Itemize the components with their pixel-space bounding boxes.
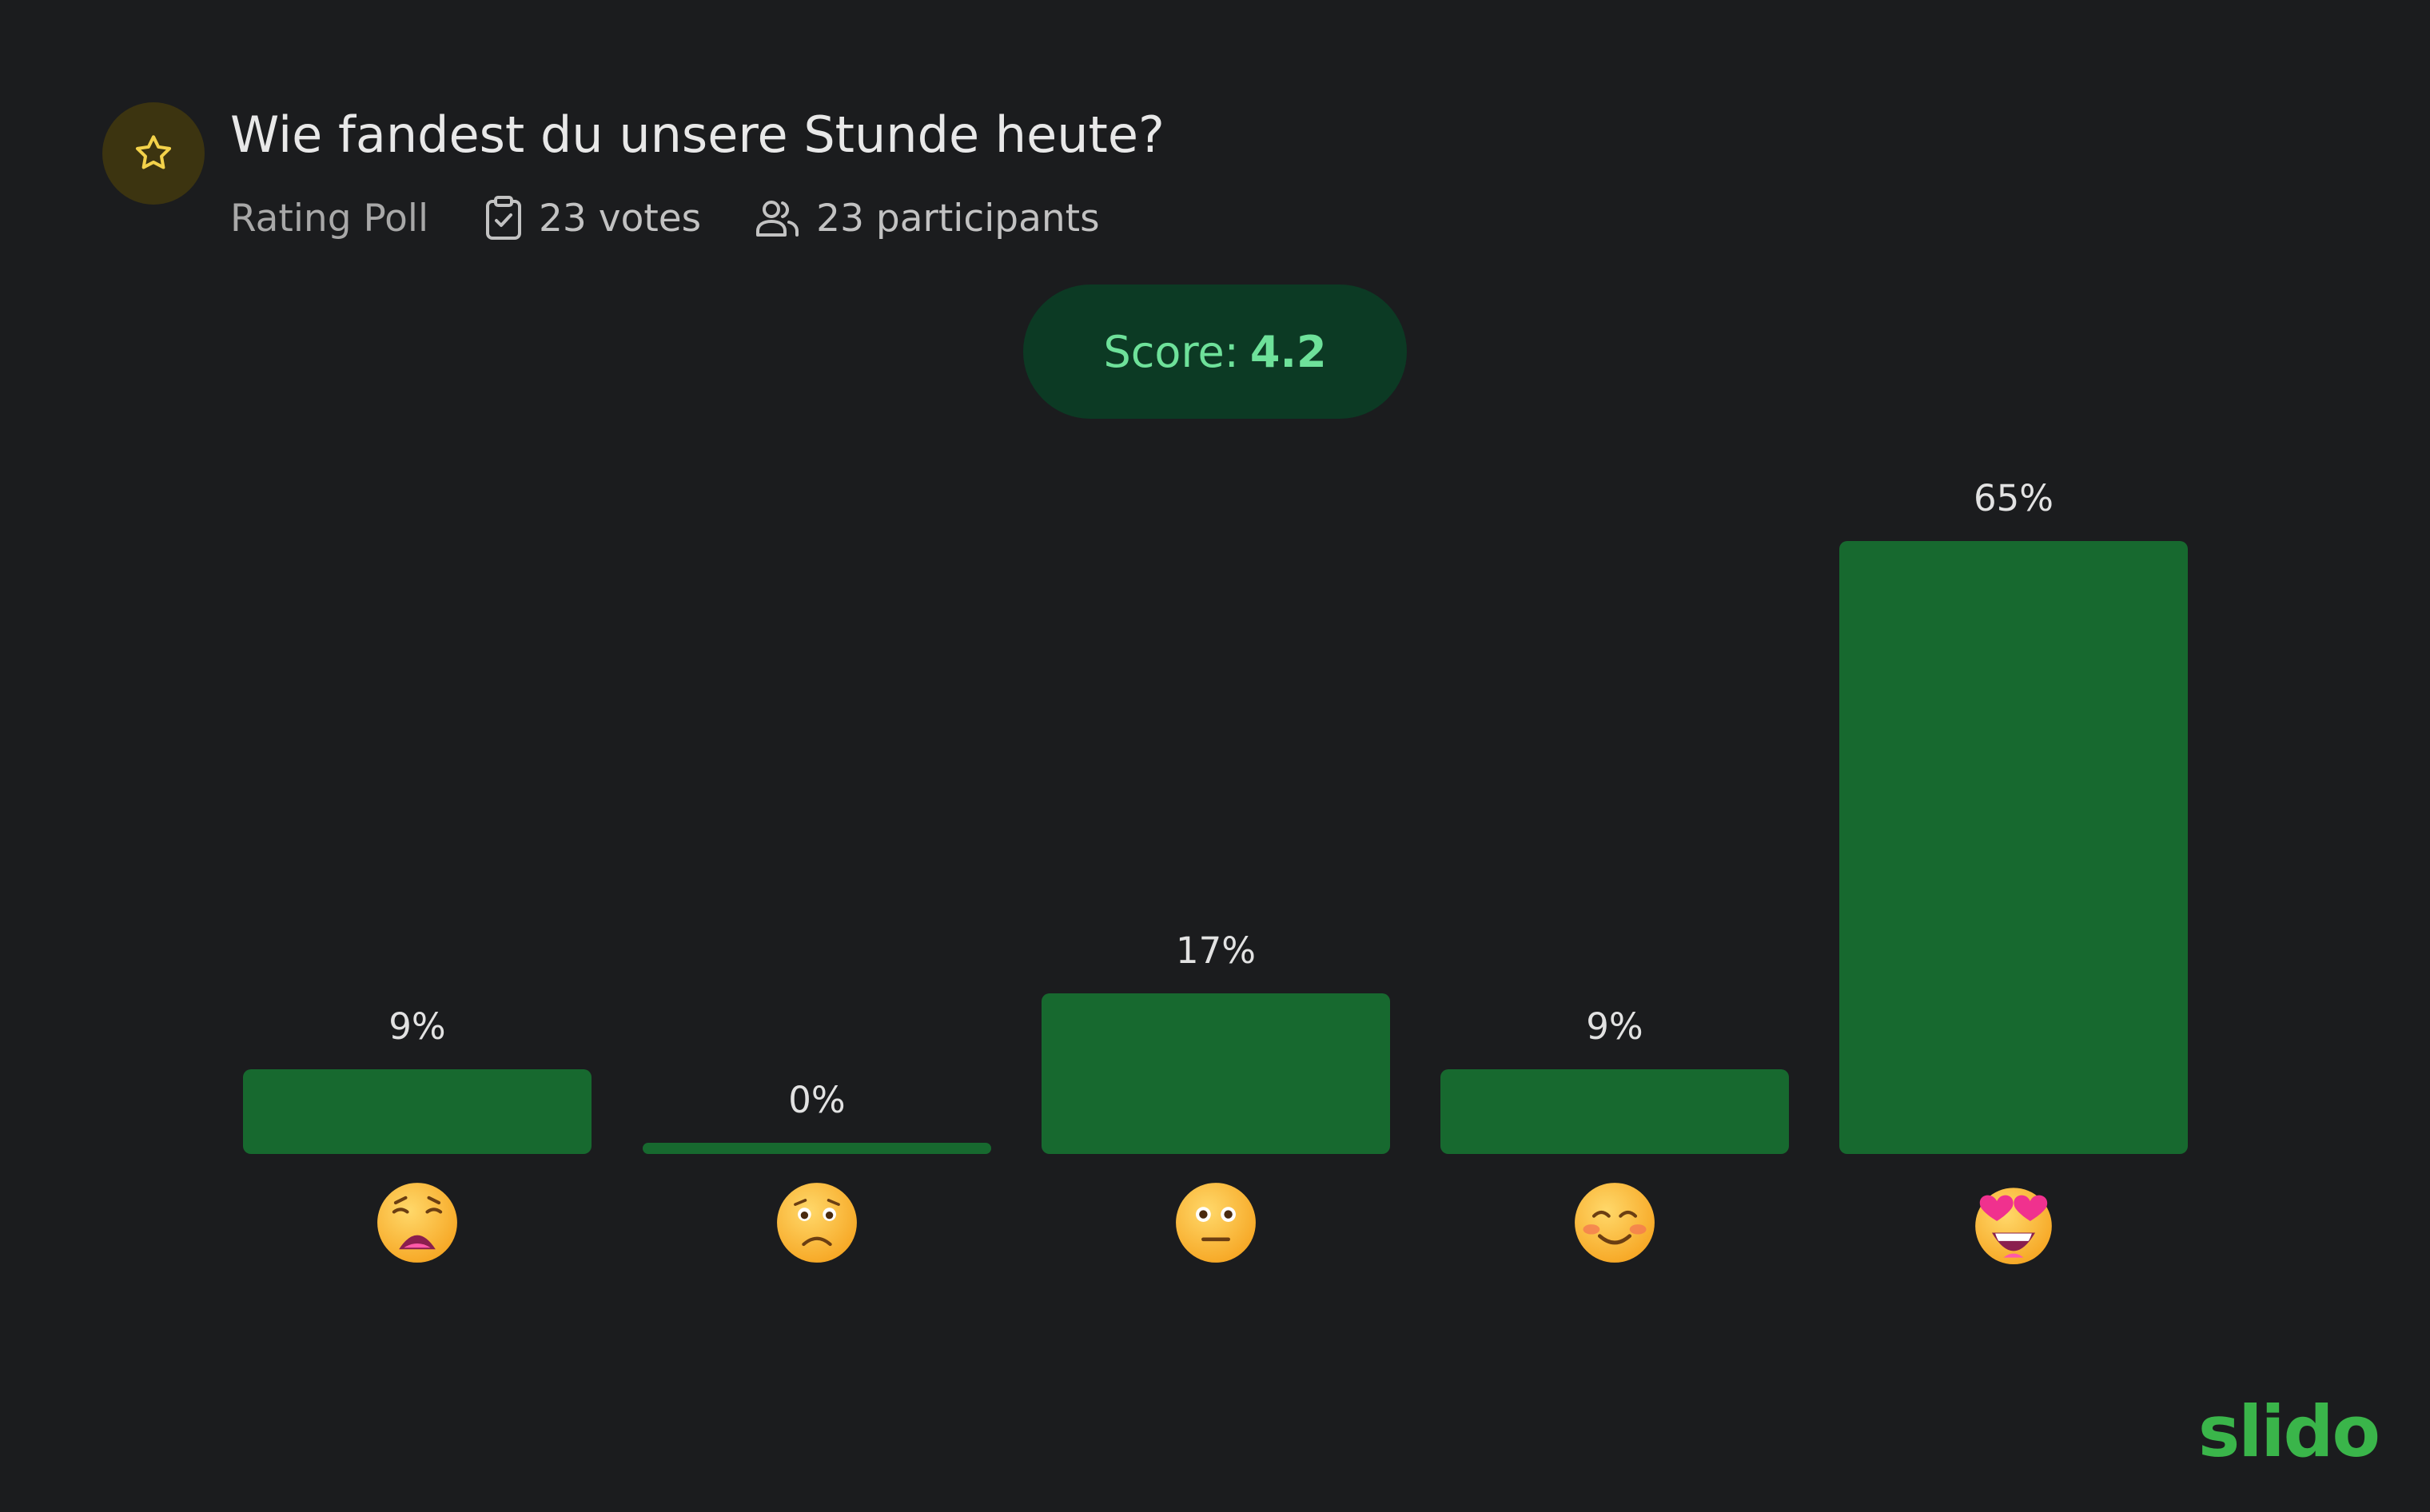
bar-value-label: 9%: [1586, 1005, 1643, 1048]
score-label: Score:: [1103, 326, 1239, 377]
bar-neutral-face: [1042, 993, 1390, 1154]
bar-smiling-face: [1440, 1069, 1789, 1154]
poll-type: Rating Poll: [230, 196, 429, 241]
poll-question: Wie fandest du unsere Stunde heute?: [230, 105, 1165, 164]
score-value: 4.2: [1249, 326, 1327, 377]
participants-count: 23 participants: [755, 196, 1100, 241]
weary-face-icon: [377, 1183, 457, 1263]
neutral-face-icon: [1176, 1183, 1256, 1263]
bar-value-label: 0%: [788, 1079, 846, 1121]
users-icon: [756, 201, 799, 237]
votes-label: 23 votes: [539, 196, 702, 241]
bar-value-label: 65%: [1973, 477, 2054, 519]
bar-frowning-face: [643, 1143, 991, 1154]
clipboard-check-icon: [486, 196, 522, 240]
bar-weary-face: [243, 1069, 592, 1154]
star-icon: [135, 135, 172, 169]
poll-meta: Rating Poll 23 votes 23 participants: [230, 190, 1154, 246]
rating-poll-badge: [102, 102, 205, 205]
frowning-face-icon: [777, 1183, 857, 1263]
slido-logo: slido: [2197, 1391, 2380, 1473]
bar-value-label: 17%: [1175, 929, 1257, 972]
bar-star-struck-face: [1839, 541, 2188, 1154]
smiling-face-icon: [1575, 1183, 1655, 1263]
participants-label: 23 participants: [816, 196, 1100, 241]
score-badge: Score: 4.2: [1023, 284, 1407, 419]
bar-value-label: 9%: [388, 1005, 446, 1048]
star-struck-face-icon: [1975, 1188, 2052, 1264]
votes-count: 23 votes: [484, 195, 701, 241]
